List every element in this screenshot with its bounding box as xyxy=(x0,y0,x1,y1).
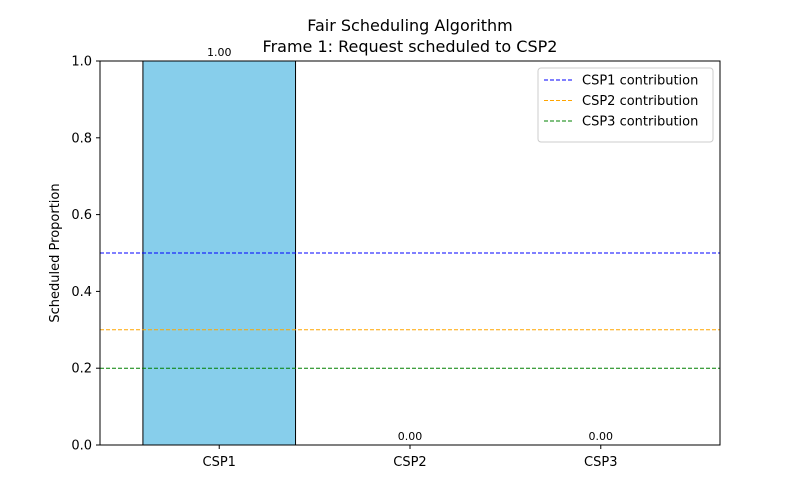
y-tick-label: 0.4 xyxy=(71,285,92,300)
legend-label: CSP3 contribution xyxy=(582,115,698,130)
chart-subtitle: Frame 1: Request scheduled to CSP2 xyxy=(263,37,558,56)
y-tick-label: 0.2 xyxy=(71,362,92,377)
legend: CSP1 contribution CSP2 contribution CSP3 c… xyxy=(537,67,714,143)
y-tick-label: 0.8 xyxy=(71,131,92,146)
x-tick-label: CSP3 xyxy=(584,455,617,470)
y-axis-label: Scheduled Proportion xyxy=(48,183,63,322)
data-label: 0.00 xyxy=(398,430,423,443)
bar-csp1 xyxy=(142,60,297,446)
legend-label: CSP1 contribution xyxy=(582,74,698,89)
x-tick-label: CSP2 xyxy=(393,455,426,470)
y-tick-label: 1.0 xyxy=(71,55,92,70)
plot-area: 0.0 0.2 0.4 0.6 0.8 1.0 CSP1 1.00 CSP2 0.00 CSP3 0.… xyxy=(71,46,720,470)
data-label: 1.00 xyxy=(207,46,232,59)
legend-box xyxy=(537,67,714,143)
y-tick-label: 0.0 xyxy=(71,439,92,454)
legend-label: CSP2 contribution xyxy=(582,94,698,109)
chart-title: Fair Scheduling Algorithm xyxy=(307,16,513,35)
y-tick-label: 0.6 xyxy=(71,208,92,223)
data-label: 0.00 xyxy=(589,430,614,443)
x-tick-label: CSP1 xyxy=(203,455,236,470)
axes-frame xyxy=(99,60,721,446)
